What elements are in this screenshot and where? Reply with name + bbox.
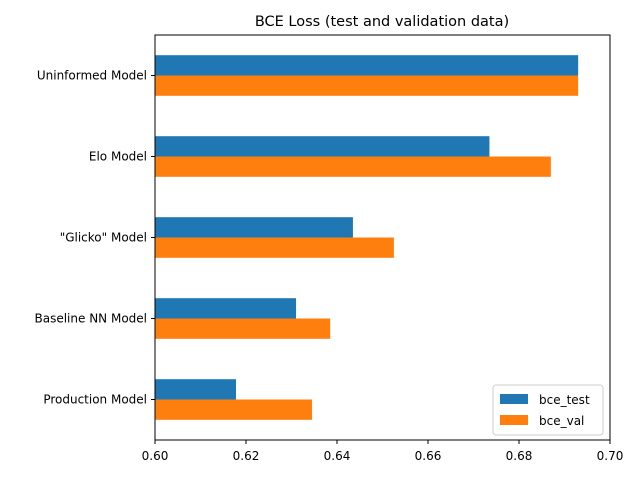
bars-group [155, 55, 579, 420]
legend: bce_test bce_val [492, 384, 604, 436]
bar-bce_test [155, 379, 236, 400]
legend-label-bce_val: bce_val [539, 414, 584, 428]
chart-title: BCE Loss (test and validation data) [255, 14, 509, 30]
bar-bce_test [155, 298, 297, 319]
x-tick-label: 0.70 [597, 449, 624, 463]
x-axis: 0.60 0.62 0.64 0.66 0.68 0.70 [142, 440, 624, 463]
plot-frame [154, 34, 611, 441]
bar-bce_test [155, 136, 490, 157]
y-tick-label: Baseline NN Model [35, 312, 148, 326]
bar-bce_val [155, 399, 312, 420]
y-tick-label: Production Model [43, 393, 147, 407]
x-tick-label: 0.66 [415, 449, 442, 463]
bar-bce_test [155, 55, 579, 76]
legend-swatch-bce_test [500, 394, 528, 404]
bar-bce_val [155, 318, 331, 339]
y-tick-label: "Glicko" Model [60, 231, 147, 245]
legend-label-bce_test: bce_test [539, 393, 590, 407]
legend-swatch-bce_val [500, 415, 528, 425]
x-tick-label: 0.60 [142, 449, 169, 463]
x-tick-label: 0.62 [233, 449, 260, 463]
bar-bce_val [155, 156, 551, 177]
y-axis: Uninformed Model Elo Model "Glicko" Model B… [35, 69, 155, 407]
y-tick-label: Elo Model [89, 150, 147, 164]
bar-bce_val [155, 237, 394, 258]
y-tick-label: Uninformed Model [37, 69, 147, 83]
x-tick-label: 0.64 [324, 449, 351, 463]
bar-bce_test [155, 217, 353, 238]
bar-bce_val [155, 75, 579, 96]
x-tick-label: 0.68 [506, 449, 533, 463]
